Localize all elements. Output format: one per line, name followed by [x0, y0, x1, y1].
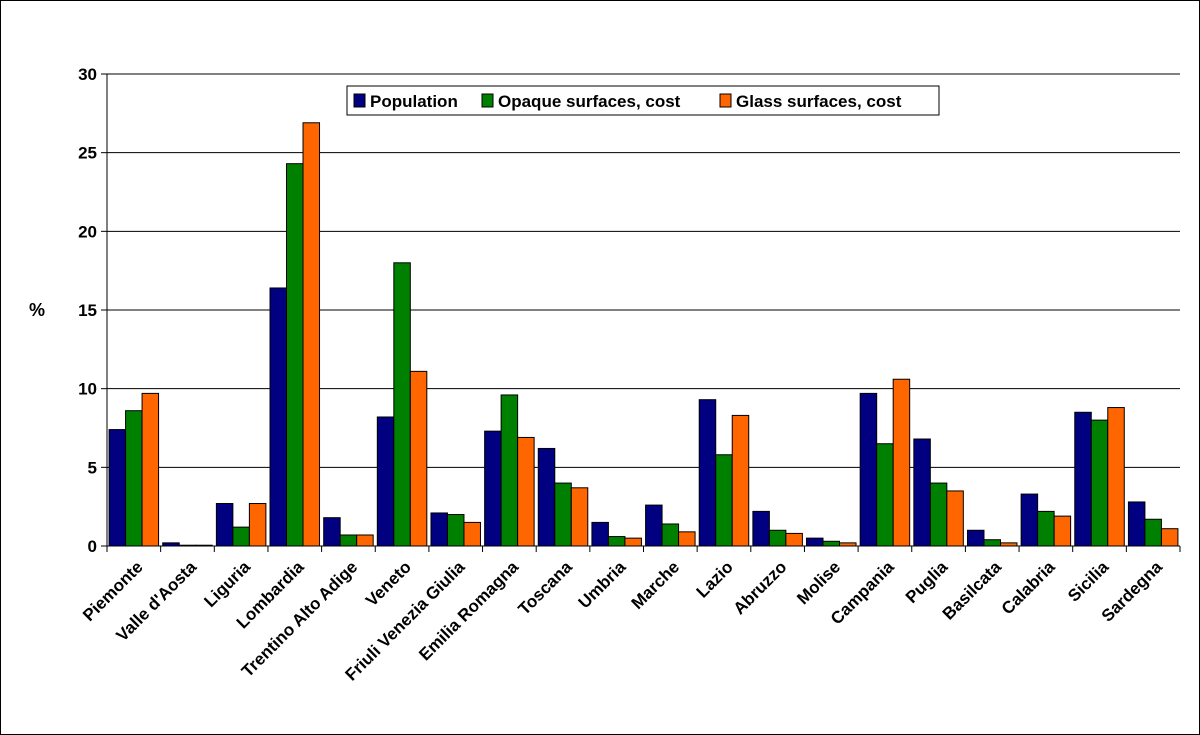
bar-population	[752, 510, 770, 547]
y-tick-label: 10	[78, 380, 97, 399]
bar-glass-surfaces-cost	[785, 532, 803, 547]
bar-population	[806, 537, 824, 547]
bar-opaque-surfaces-cost	[286, 163, 304, 547]
bar-population	[376, 416, 395, 547]
x-tick-label: Marche	[628, 557, 684, 613]
y-tick-label: 30	[78, 65, 97, 84]
bar-population	[537, 447, 556, 547]
bar-population	[215, 503, 234, 547]
bar-opaque-surfaces-cost	[339, 534, 358, 547]
bar-glass-surfaces-cost	[570, 487, 589, 547]
bar-opaque-surfaces-cost	[876, 443, 894, 547]
bar-opaque-surfaces-cost	[715, 454, 733, 547]
legend-swatch	[481, 93, 494, 108]
x-tick-label: Emilia Romagna	[415, 557, 522, 664]
x-tick-label: Umbria	[575, 557, 630, 612]
bar-population	[1074, 411, 1092, 547]
bar-glass-surfaces-cost	[517, 436, 535, 547]
legend-box	[346, 85, 940, 116]
bar-population	[430, 512, 448, 547]
bar-glass-surfaces-cost	[1160, 528, 1179, 547]
legend-label: Opaque surfaces, cost	[498, 92, 681, 111]
y-tick-label: 25	[78, 144, 97, 163]
bar-glass-surfaces-cost	[141, 392, 160, 547]
bar-opaque-surfaces-cost	[232, 526, 250, 547]
legend-swatch	[719, 93, 732, 108]
bar-glass-surfaces-cost	[839, 542, 857, 547]
y-tick-label: 20	[78, 222, 97, 241]
bar-glass-surfaces-cost	[892, 378, 911, 547]
x-tick-label: Calabria	[998, 557, 1059, 618]
bar-population	[645, 504, 663, 547]
bar-glass-surfaces-cost	[463, 521, 481, 547]
bar-population	[913, 438, 931, 547]
bar-glass-surfaces-cost	[356, 534, 374, 547]
bar-opaque-surfaces-cost	[178, 544, 197, 547]
bar-opaque-surfaces-cost	[446, 514, 465, 547]
bar-opaque-surfaces-cost	[1144, 518, 1162, 547]
bar-population	[162, 542, 180, 547]
x-tick-label: Basilcata	[939, 557, 1006, 624]
x-tick-label: Lazio	[693, 557, 737, 601]
bar-population	[484, 430, 502, 547]
bar-population	[859, 392, 878, 547]
bar-population	[966, 529, 985, 547]
bar-opaque-surfaces-cost	[822, 540, 841, 547]
bar-opaque-surfaces-cost	[983, 539, 1001, 547]
x-tick-label: Liguria	[200, 557, 254, 611]
bar-glass-surfaces-cost	[946, 490, 964, 547]
bar-opaque-surfaces-cost	[393, 262, 411, 547]
bar-glass-surfaces-cost	[1053, 515, 1072, 547]
bar-population	[591, 521, 609, 547]
bar-population	[269, 287, 288, 547]
y-axis-label: %	[29, 300, 45, 320]
bar-glass-surfaces-cost	[248, 503, 267, 547]
bar-opaque-surfaces-cost	[768, 529, 787, 547]
bar-opaque-surfaces-cost	[929, 482, 948, 547]
bar-glass-surfaces-cost	[302, 122, 321, 547]
legend-swatch	[353, 93, 366, 108]
bar-glass-surfaces-cost	[624, 537, 642, 547]
bar-opaque-surfaces-cost	[1037, 510, 1055, 547]
x-tick-label: Toscana	[515, 557, 577, 619]
x-tick-label: Abruzzo	[730, 557, 791, 618]
bar-glass-surfaces-cost	[678, 531, 696, 547]
bar-population	[1020, 493, 1039, 547]
bar-population	[698, 399, 717, 547]
y-tick-label: 0	[88, 537, 97, 556]
x-tick-label: Puglia	[902, 557, 952, 607]
bar-population	[1127, 501, 1146, 547]
bar-glass-surfaces-cost	[195, 544, 213, 547]
x-tick-label: Veneto	[362, 557, 415, 610]
bar-population	[323, 517, 341, 547]
x-tick-label: Sicilia	[1064, 557, 1113, 606]
bar-opaque-surfaces-cost	[661, 523, 680, 547]
legend-label: Population	[370, 92, 458, 111]
bar-opaque-surfaces-cost	[554, 482, 572, 547]
y-tick-label: 15	[78, 301, 97, 320]
bar-opaque-surfaces-cost	[1090, 419, 1109, 547]
bar-glass-surfaces-cost	[409, 370, 428, 547]
y-tick-label: 5	[88, 458, 97, 477]
legend-label: Glass surfaces, cost	[736, 92, 902, 111]
bar-glass-surfaces-cost	[731, 414, 750, 547]
bar-opaque-surfaces-cost	[125, 410, 143, 547]
bar-population	[108, 429, 127, 547]
bar-glass-surfaces-cost	[1107, 407, 1125, 547]
bar-glass-surfaces-cost	[999, 542, 1018, 547]
bar-opaque-surfaces-cost	[607, 536, 626, 547]
bar-opaque-surfaces-cost	[500, 394, 519, 547]
x-tick-label: Molise	[793, 557, 844, 608]
